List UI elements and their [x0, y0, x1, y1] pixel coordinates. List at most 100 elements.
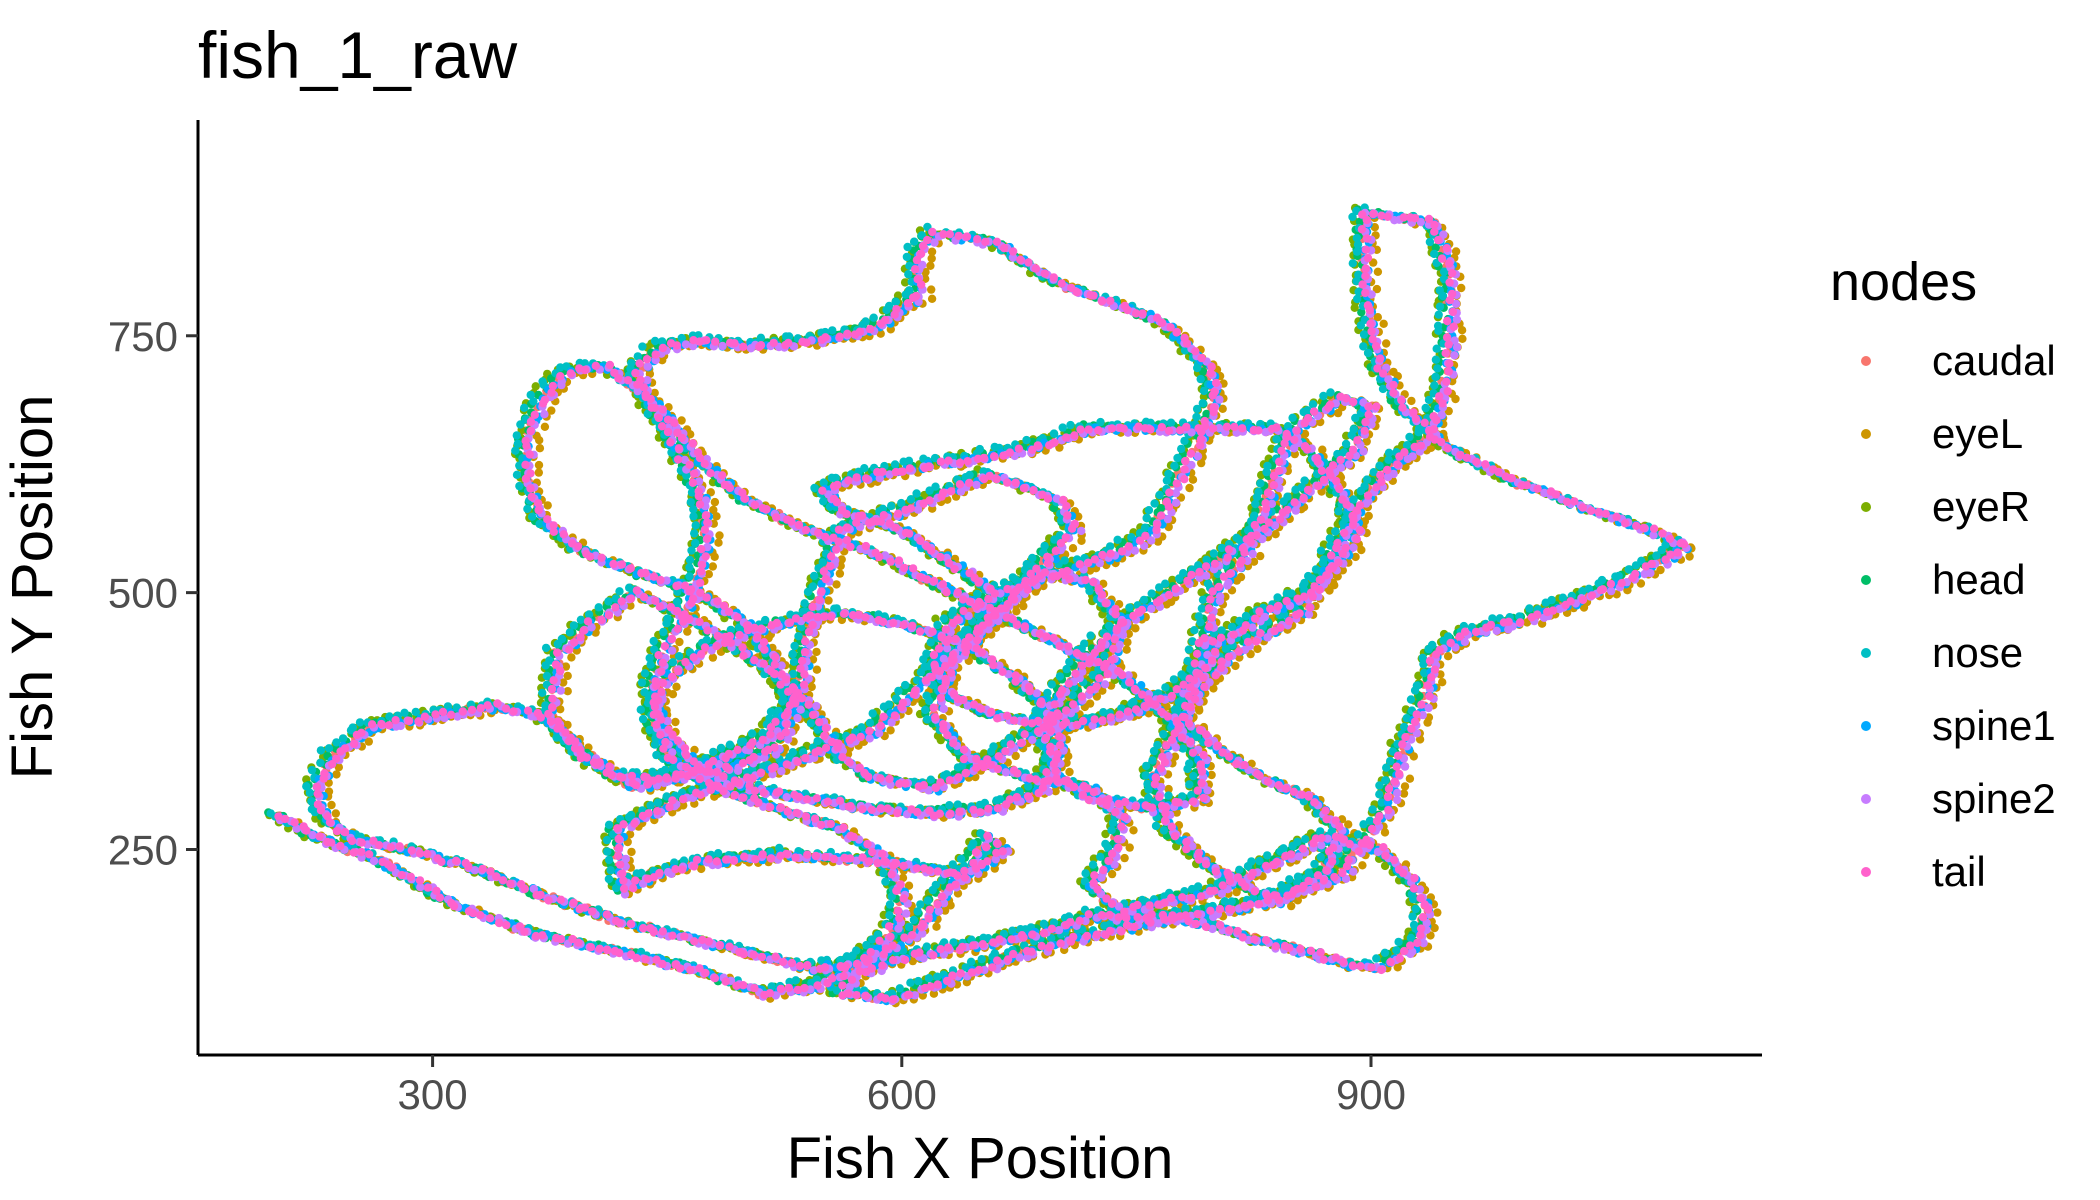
data-point — [1293, 896, 1303, 905]
data-point — [1064, 752, 1073, 761]
data-point — [1333, 408, 1343, 418]
data-point — [1209, 684, 1218, 693]
data-point — [1085, 566, 1095, 575]
data-point — [1249, 557, 1259, 566]
data-point — [1351, 552, 1360, 562]
data-point — [1430, 923, 1439, 933]
data-point — [1123, 638, 1132, 647]
data-point — [1685, 552, 1694, 561]
data-point — [1125, 843, 1134, 852]
data-point — [1185, 483, 1194, 493]
data-point — [1433, 908, 1442, 917]
data-point — [1458, 334, 1467, 343]
data-point — [650, 388, 659, 398]
data-point — [1012, 607, 1021, 616]
data-point — [1372, 284, 1382, 294]
data-point — [1636, 579, 1646, 588]
data-point — [1207, 770, 1216, 780]
data-point — [1011, 751, 1020, 761]
data-point — [567, 653, 576, 662]
data-point — [709, 505, 718, 515]
data-point — [832, 580, 841, 589]
data-point — [1216, 608, 1225, 617]
data-point — [677, 416, 686, 425]
data-point — [927, 285, 936, 294]
data-point — [1188, 475, 1198, 484]
data-point — [1373, 267, 1383, 276]
data-point — [547, 406, 556, 415]
data-point — [1170, 752, 1180, 761]
data-point — [535, 444, 545, 453]
data-point — [1068, 544, 1078, 553]
chart-title: fish_1_raw — [198, 18, 518, 92]
data-point — [683, 627, 692, 636]
data-point — [679, 801, 688, 810]
data-point — [672, 682, 681, 691]
data-point — [1253, 644, 1262, 654]
data-point — [936, 735, 945, 745]
data-point — [835, 569, 845, 578]
data-point — [837, 555, 846, 564]
data-point — [1382, 339, 1391, 348]
data-point — [675, 637, 684, 647]
data-point — [1318, 445, 1327, 454]
data-point — [824, 596, 833, 605]
data-point — [543, 501, 552, 510]
data-point — [714, 538, 723, 547]
data-point — [1107, 869, 1117, 879]
data-point — [710, 497, 720, 507]
data-point — [1168, 575, 1177, 585]
data-point — [1256, 551, 1265, 561]
data-point — [364, 737, 373, 746]
data-point — [332, 770, 341, 779]
data-point — [1399, 789, 1409, 798]
data-point — [708, 653, 718, 662]
data-point — [556, 705, 565, 714]
data-point — [1162, 600, 1171, 609]
data-point — [1197, 588, 1206, 597]
data-point — [1065, 767, 1074, 777]
data-point — [1231, 661, 1240, 671]
data-point — [671, 717, 680, 727]
data-point — [1287, 901, 1296, 911]
data-point — [1300, 429, 1310, 438]
data-point — [940, 906, 950, 915]
data-point — [927, 294, 937, 303]
data-point — [1457, 326, 1467, 335]
data-point — [1085, 699, 1095, 708]
data-point — [1358, 861, 1367, 870]
data-point — [1101, 829, 1110, 839]
data-point — [1400, 782, 1410, 791]
data-point — [926, 261, 935, 270]
data-point — [1451, 247, 1461, 256]
data-point — [1451, 394, 1460, 404]
data-point — [1656, 565, 1665, 575]
data-point — [531, 382, 540, 391]
data-point — [1407, 396, 1416, 406]
data-point — [535, 436, 544, 445]
data-point — [1051, 787, 1060, 796]
data-point — [1194, 704, 1204, 713]
data-point — [808, 655, 818, 664]
data-point — [708, 562, 717, 571]
data-point — [904, 881, 914, 890]
data-point — [1443, 652, 1453, 661]
data-point — [697, 864, 706, 874]
data-point — [1089, 854, 1099, 863]
data-point — [1373, 313, 1383, 322]
data-point — [1122, 645, 1131, 654]
data-point — [334, 763, 343, 772]
data-point — [704, 570, 713, 579]
data-point — [1338, 566, 1348, 575]
data-point — [812, 647, 821, 657]
data-point — [1344, 820, 1353, 829]
data-point — [1218, 404, 1227, 413]
data-point — [1131, 624, 1140, 633]
data-point — [563, 671, 572, 681]
data-point — [627, 847, 636, 857]
data-point — [540, 422, 550, 431]
data-point — [1457, 283, 1466, 293]
data-point — [1206, 877, 1216, 886]
data-point — [331, 809, 340, 818]
